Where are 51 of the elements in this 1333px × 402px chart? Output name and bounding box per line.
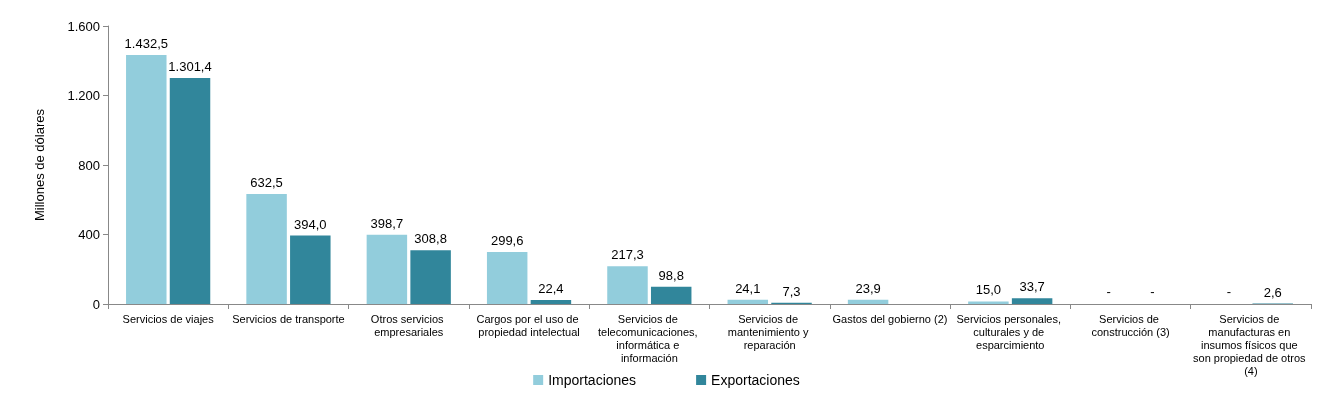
data-label: 394,0	[294, 216, 327, 232]
bar	[246, 194, 287, 304]
bar	[290, 235, 331, 304]
x-tick-label: Servicios personales, culturales y de esparcimiento	[956, 312, 1065, 351]
bar	[1011, 298, 1053, 304]
bar	[169, 77, 211, 304]
y-axis-title: Millones de dólares	[32, 108, 47, 222]
data-label: 24,1	[735, 280, 761, 296]
y-tick-label: 800	[78, 157, 100, 173]
data-label: 632,5	[250, 175, 283, 191]
x-tick-label: Servicios de viajes	[122, 312, 215, 325]
x-tick-label: Servicios de mantenimiento y reparación	[727, 312, 812, 351]
x-tick-label: Servicios de transporte	[232, 312, 345, 325]
bar	[410, 250, 451, 304]
data-label: 398,7	[370, 215, 404, 231]
bar	[530, 300, 572, 304]
data-label: 15,0	[975, 282, 1002, 298]
x-tick-label: Servicios de construcción (3)	[1091, 312, 1170, 338]
x-tick-label: Gastos del gobierno (2)	[832, 312, 948, 325]
x-tick-label: Otros servicios empresariales	[370, 312, 447, 338]
bar	[126, 55, 167, 304]
legend-label: Exportaciones	[711, 372, 800, 388]
x-tick-label: Servicios de telecomunicaciones, informática e información	[597, 312, 701, 364]
bar	[727, 299, 769, 304]
annotation: -	[1226, 284, 1232, 299]
bar	[486, 251, 528, 304]
x-tick-label: Servicios de manufacturas en insumos físicos que son propiedad de otros (4)	[1193, 312, 1309, 377]
bar	[607, 266, 648, 304]
data-label: 1.301,4	[168, 58, 212, 74]
bar	[650, 286, 692, 304]
data-label: 22,4	[538, 281, 564, 297]
x-tick-label: Cargos por el uso de propiedad intelectual	[476, 312, 582, 338]
annotation: -	[1150, 284, 1155, 299]
annotation: -	[1106, 284, 1111, 299]
data-label: 2,6	[1263, 284, 1282, 300]
bar	[968, 301, 1009, 304]
data-label: 98,8	[658, 267, 684, 283]
data-label: 308,8	[414, 231, 447, 247]
data-label: 299,6	[490, 232, 524, 248]
data-label: 23,9	[855, 280, 881, 296]
bar	[847, 299, 889, 304]
y-tick-label: 1.600	[67, 18, 100, 34]
legend-label: Importaciones	[548, 372, 637, 388]
data-label: 7,3	[782, 283, 801, 299]
data-label: 1.432,5	[124, 36, 168, 52]
y-tick-label: 1.200	[67, 88, 100, 103]
y-tick-label: 400	[78, 227, 100, 242]
bar	[366, 234, 408, 304]
data-label: 217,3	[611, 247, 644, 263]
data-label: 33,7	[1019, 279, 1045, 295]
y-tick-label: 0	[92, 296, 100, 312]
